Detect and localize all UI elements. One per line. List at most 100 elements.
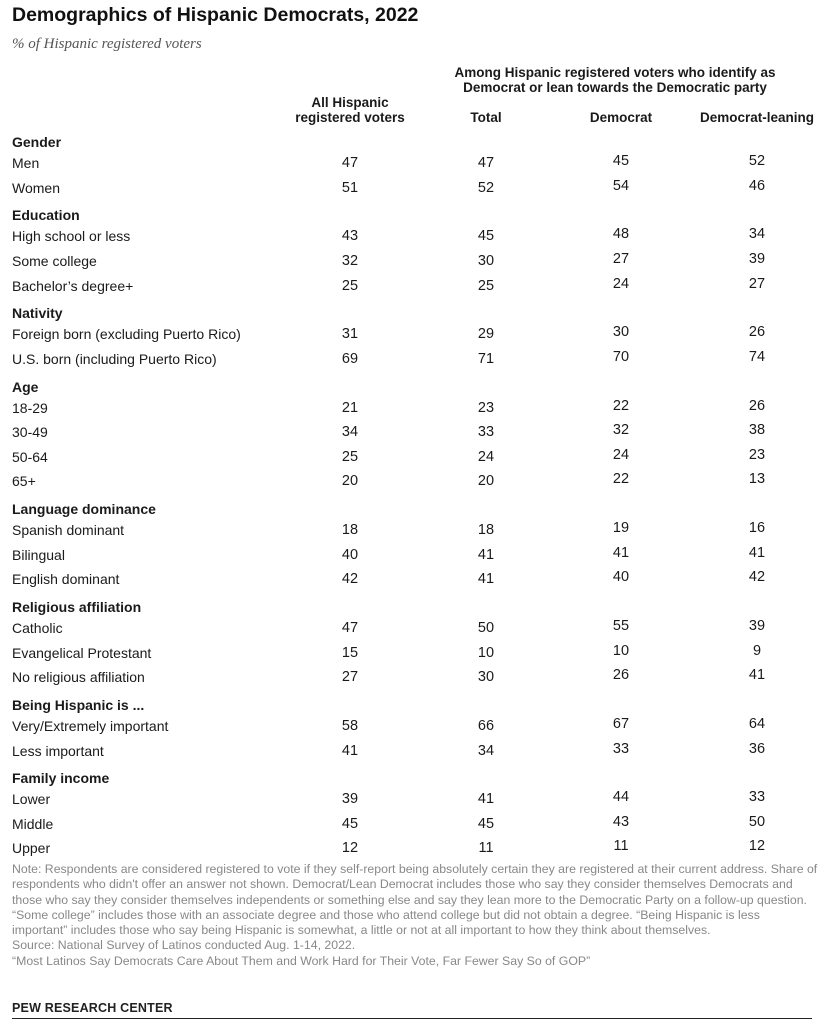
- section-header: Gender: [0, 134, 823, 158]
- row-label: 50-64: [12, 448, 48, 465]
- row-label: High school or less: [12, 228, 131, 245]
- value-democrat-leaning: 38: [748, 422, 766, 439]
- value-democrat-leaning: 36: [748, 740, 766, 757]
- row-label: No religious affiliation: [12, 669, 145, 686]
- value-democrat-leaning: 9: [752, 642, 762, 659]
- value-democrat: 22: [612, 471, 630, 488]
- value-total: 25: [477, 277, 495, 294]
- table-row: High school or less 43 45 48 34: [0, 226, 823, 252]
- section-label: Family income: [12, 770, 110, 787]
- value-democrat: 24: [612, 446, 630, 463]
- value-total: 24: [477, 448, 495, 465]
- source-text: Source: National Survey of Latinos condu…: [12, 938, 356, 953]
- value-democrat-leaning: 23: [748, 446, 766, 463]
- value-all: 39: [341, 791, 359, 808]
- table-row: Lower 39 41 44 33: [0, 789, 823, 815]
- value-total: 45: [477, 815, 495, 832]
- row-label: Lower: [12, 791, 51, 808]
- section-header: Nativity: [0, 305, 823, 329]
- row-label: Some college: [12, 253, 97, 269]
- value-democrat: 55: [612, 618, 630, 634]
- value-total: 41: [477, 791, 495, 808]
- section-label: Being Hispanic is ...: [12, 696, 145, 713]
- value-total: 30: [477, 253, 495, 269]
- value-all: 18: [341, 522, 359, 539]
- value-democrat: 70: [612, 348, 630, 365]
- column-header-all-line-2: registered voters: [295, 110, 405, 125]
- value-democrat-leaning: 46: [748, 177, 766, 194]
- value-all: 69: [341, 350, 359, 367]
- brand-label: PEW RESEARCH CENTER: [12, 1001, 173, 1015]
- value-democrat-leaning: 52: [748, 153, 766, 170]
- value-democrat: 27: [612, 251, 630, 267]
- value-all: 45: [341, 815, 359, 832]
- group-header: Among Hispanic registered voters who ide…: [410, 65, 820, 95]
- value-democrat: 22: [612, 397, 630, 414]
- value-all: 20: [341, 473, 359, 490]
- row-label: 30-49: [12, 424, 48, 441]
- section-label: Gender: [12, 134, 62, 150]
- row-label: Bilingual: [12, 546, 65, 563]
- row-label: 18-29: [12, 399, 48, 416]
- value-democrat: 45: [612, 153, 630, 170]
- value-democrat: 41: [612, 544, 630, 561]
- chart-subtitle: % of Hispanic registered voters: [12, 36, 202, 52]
- value-all: 43: [341, 228, 359, 245]
- section-header: Age: [0, 379, 823, 403]
- chart-title: Demographics of Hispanic Democrats, 2022: [12, 4, 419, 26]
- value-total: 45: [477, 228, 495, 245]
- value-democrat-leaning: 41: [748, 667, 766, 684]
- value-total: 71: [477, 350, 495, 367]
- column-header-all: All Hispanic registered voters: [295, 95, 405, 125]
- value-democrat-leaning: 33: [748, 789, 766, 806]
- notes: Note: Respondents are considered registe…: [12, 862, 818, 969]
- value-all: 41: [341, 742, 359, 759]
- table-row: Men 47 47 45 52: [0, 153, 823, 179]
- row-label: Middle: [12, 815, 54, 832]
- table-row: Bilingual 40 41 41 41: [0, 544, 823, 571]
- column-header-democrat: Democrat: [589, 110, 653, 125]
- group-header-line-1: Among Hispanic registered voters who ide…: [454, 65, 776, 80]
- column-header-all-line-1: All Hispanic: [311, 95, 389, 110]
- column-header-total: Total: [470, 110, 502, 125]
- table-row: No religious affiliation 27 30 26 41: [0, 667, 823, 693]
- table-row: 50-64 25 24 24 23: [0, 446, 823, 473]
- value-all: 15: [341, 644, 359, 661]
- value-democrat: 11: [613, 838, 629, 855]
- value-all: 58: [341, 717, 359, 734]
- value-democrat: 48: [612, 226, 630, 243]
- value-total: 41: [477, 571, 495, 588]
- table-row: Middle 45 45 43 50: [0, 814, 823, 840]
- value-all: 32: [341, 253, 359, 269]
- row-label: 65+: [12, 473, 36, 490]
- row-label: English dominant: [12, 571, 120, 588]
- value-all: 12: [341, 840, 359, 857]
- value-democrat: 26: [612, 667, 630, 684]
- value-democrat-leaning: 34: [748, 226, 766, 243]
- row-label: Men: [12, 155, 40, 172]
- section-header: Family income: [0, 770, 823, 794]
- row-label: Bachelor’s degree+: [12, 277, 134, 294]
- table-row: Some college 32 30 27 39: [0, 251, 823, 277]
- value-democrat-leaning: 12: [748, 838, 766, 855]
- row-label: Less important: [12, 742, 104, 759]
- table-row: Very/Extremely important 58 66 67 64: [0, 716, 823, 742]
- value-democrat: 33: [612, 740, 630, 757]
- section-label: Nativity: [12, 305, 63, 322]
- value-democrat-leaning: 41: [748, 544, 766, 561]
- section-label: Education: [12, 207, 80, 224]
- value-total: 23: [477, 399, 495, 416]
- value-democrat: 10: [612, 642, 630, 659]
- value-total: 18: [477, 522, 495, 539]
- value-total: 10: [477, 644, 495, 661]
- table-row: Spanish dominant 18 18 19 16: [0, 520, 823, 546]
- row-label: Evangelical Protestant: [12, 644, 152, 661]
- value-all: 34: [341, 424, 359, 441]
- group-header-line-2: Democrat or lean towards the Democratic …: [463, 80, 767, 95]
- row-label: Catholic: [12, 620, 63, 636]
- value-democrat: 54: [612, 177, 630, 194]
- value-democrat-leaning: 39: [748, 618, 766, 634]
- value-all: 47: [341, 155, 359, 172]
- row-label: Women: [12, 179, 60, 196]
- row-label: Upper: [12, 840, 51, 857]
